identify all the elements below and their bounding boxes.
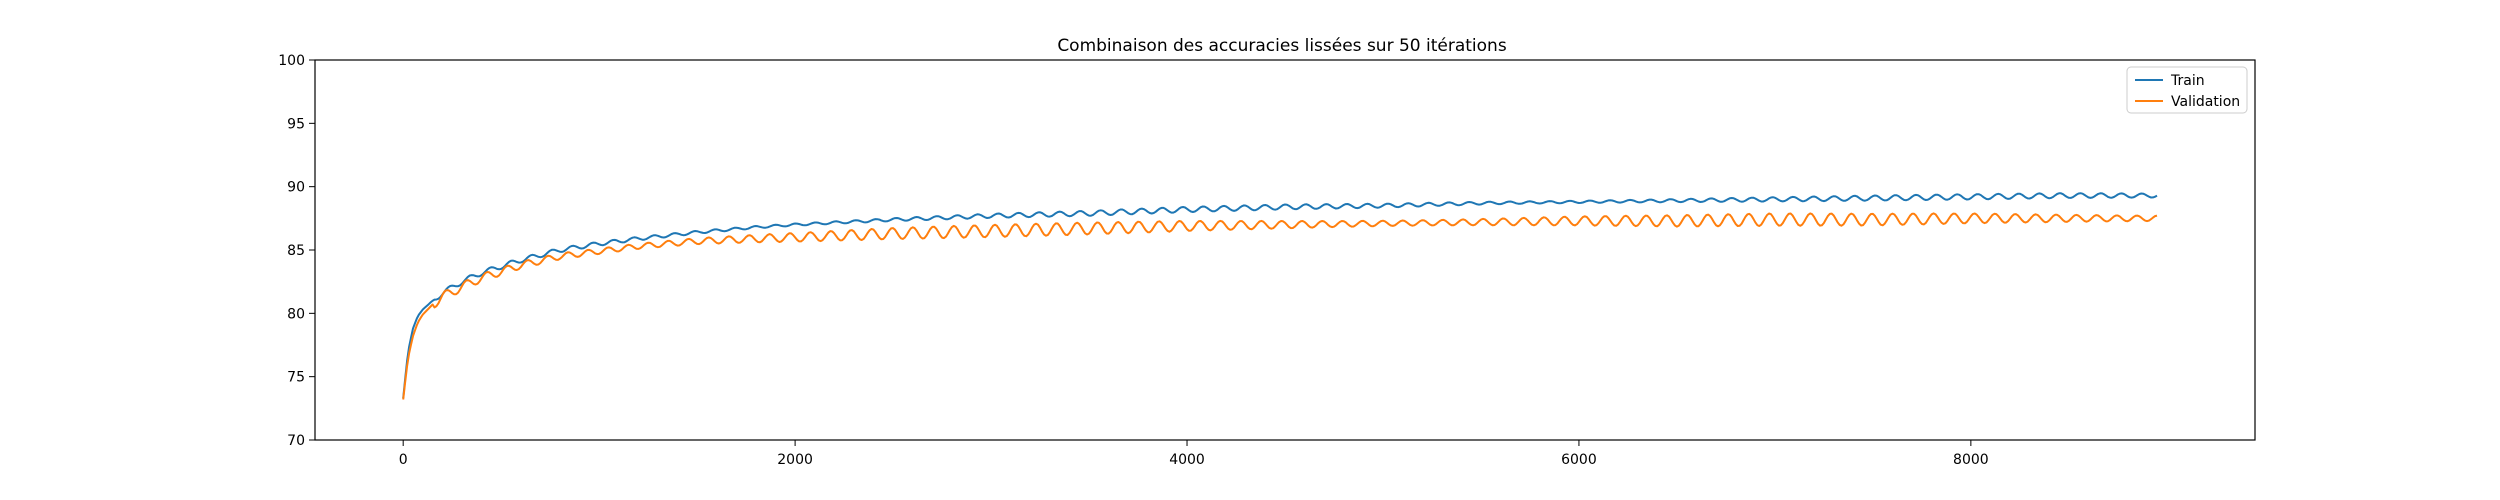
x-axis: 0 2000 4000 6000 8000 xyxy=(399,440,1989,468)
legend-label-validation: Validation xyxy=(2171,94,2240,110)
x-tick-label: 6000 xyxy=(1561,452,1597,468)
series-line-validation xyxy=(402,212,2158,400)
series-line-train xyxy=(402,192,2158,399)
y-tick-label: 95 xyxy=(287,116,305,132)
y-axis: 70 75 80 85 90 95 100 xyxy=(278,53,315,449)
y-tick-label: 70 xyxy=(287,433,305,449)
chart-title: Combinaison des accuracies lissées sur 5… xyxy=(1057,36,1507,56)
x-tick-label: 2000 xyxy=(777,452,813,468)
series-layer xyxy=(402,192,2158,400)
legend-label-train: Train xyxy=(2170,73,2205,89)
y-tick-label: 75 xyxy=(287,370,305,386)
y-tick-label: 80 xyxy=(287,306,305,322)
x-tick-label: 4000 xyxy=(1169,452,1205,468)
x-tick-label: 0 xyxy=(399,452,408,468)
y-tick-label: 85 xyxy=(287,243,305,259)
y-tick-label: 90 xyxy=(287,180,305,196)
x-tick-label: 8000 xyxy=(1953,452,1989,468)
legend: Train Validation xyxy=(2126,66,2248,114)
y-tick-label: 100 xyxy=(278,53,305,69)
